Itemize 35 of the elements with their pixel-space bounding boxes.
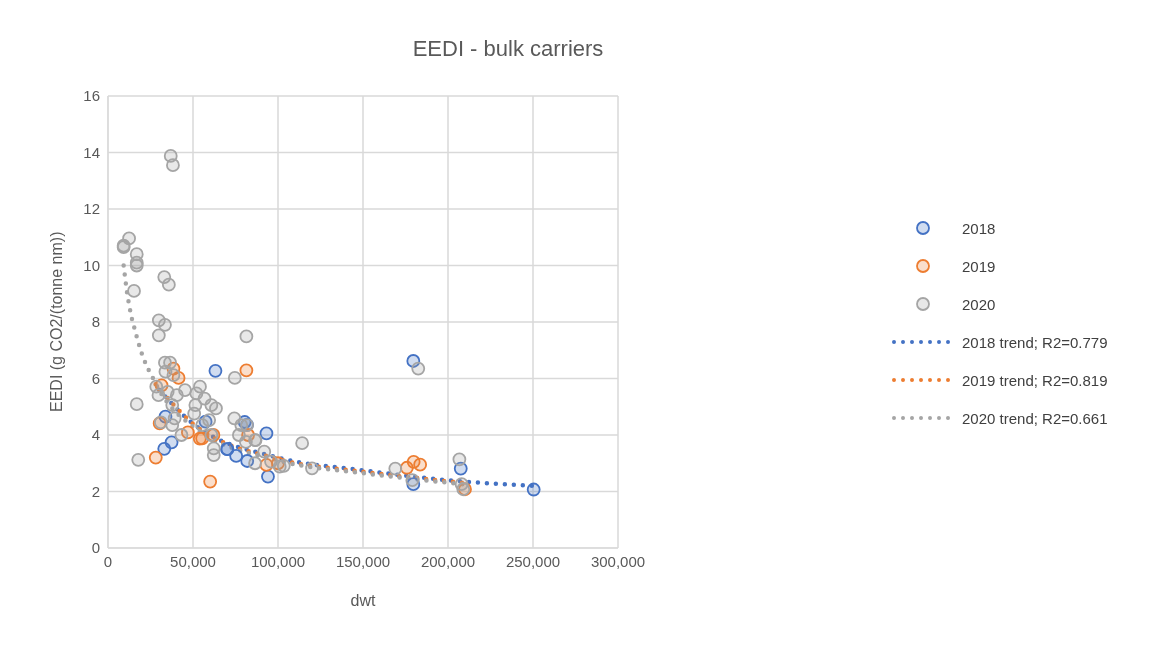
point [148,450,163,465]
x-tick-label: 200,000 [420,552,476,570]
y-tick-label: 16 [83,87,100,105]
legend-label: 2020 trend; R2=0.661 [962,409,1108,427]
y-tick-label: 12 [83,200,100,218]
legend-label: 2019 [962,257,996,275]
y-axis-title: EEDI (g CO2/(tonne nm)) [47,231,65,412]
y-tick-label: 2 [91,482,100,500]
x-axis-title: dwt [350,592,376,609]
point [203,474,218,489]
point [259,426,274,441]
point [208,363,223,378]
y-tick-label: 8 [91,313,100,331]
legend-label: 2018 [962,219,996,237]
x-tick-label: 100,000 [250,552,306,570]
y-tick-label: 6 [91,369,100,387]
legend-label: 2019 trend; R2=0.819 [962,371,1108,389]
y-tick-label: 0 [91,539,100,557]
point [261,469,275,484]
x-tick-label: 250,000 [505,552,561,570]
point [239,363,254,378]
point [413,457,428,472]
point [526,482,541,497]
point [399,460,414,475]
legend-label: 2018 trend; R2=0.779 [962,333,1108,351]
y-tick-label: 4 [91,426,100,444]
y-tick-label: 14 [83,143,100,161]
x-tick-label: 150,000 [335,552,391,570]
legend-label: 2020 [962,295,996,313]
x-tick-label: 0 [103,552,113,570]
x-tick-label: 300,000 [590,552,646,570]
x-tick-label: 50,000 [170,552,216,570]
point [164,435,179,450]
y-tick-label: 10 [83,256,100,274]
chart-title: EEDI - bulk carriers [411,36,605,62]
